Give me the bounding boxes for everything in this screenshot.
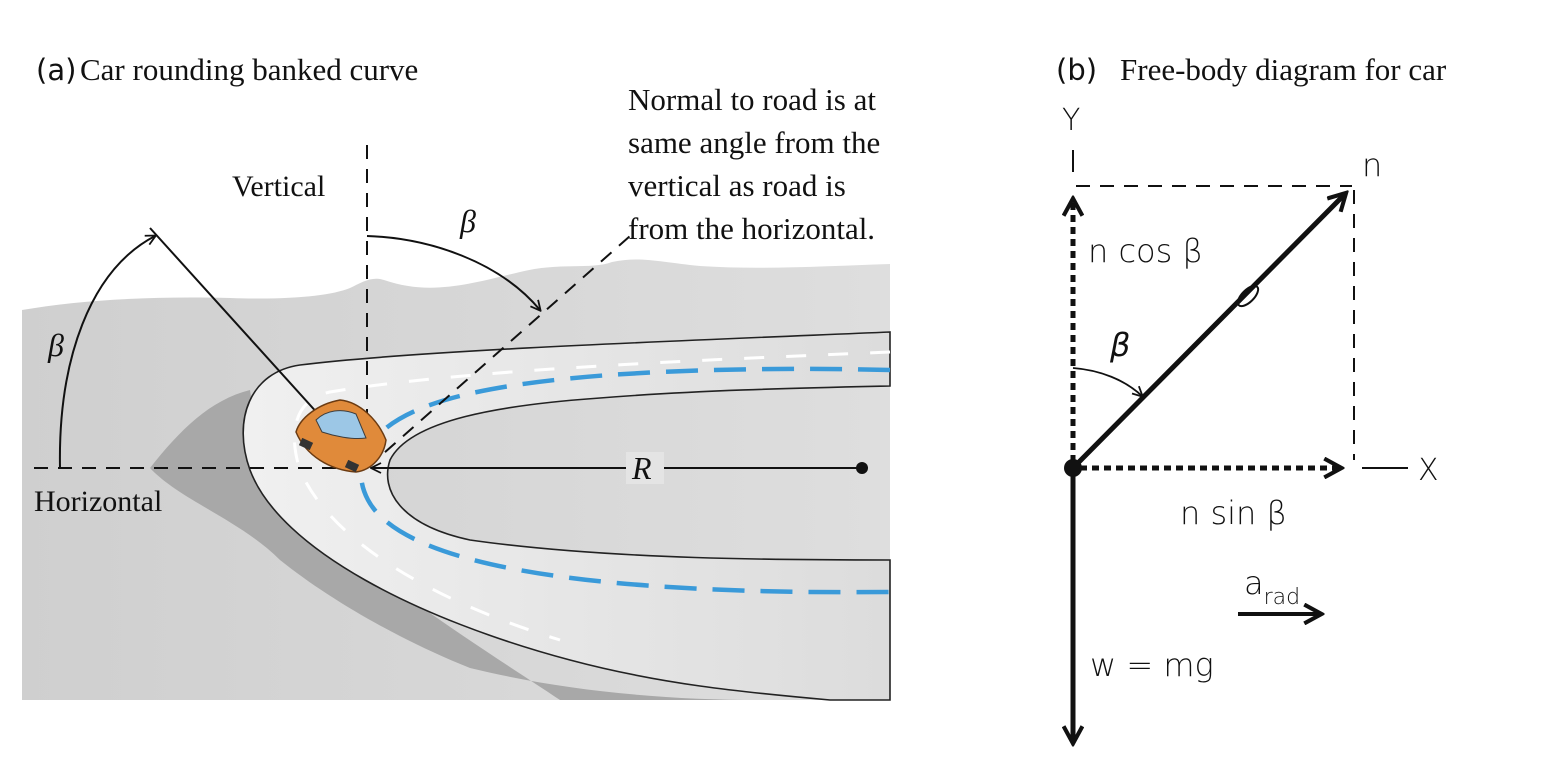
x-axis-label: X [1418,453,1439,488]
beta-arc-fbd [1072,367,1142,396]
accel-subscript: rad [1264,585,1301,610]
accel-symbol: a [1244,564,1264,602]
lane-markings [293,350,891,642]
road-shadow [150,390,760,700]
horizontal-label: Horizontal [34,485,162,518]
banked-road [242,331,891,701]
note-line-3: vertical as road is [628,168,846,203]
origin-dot [1064,459,1082,477]
normal-force-label: n [1362,146,1382,184]
note-line-4: from the horizontal. [628,211,875,246]
beta-arc-left [58,236,155,469]
accel-label: arad [1244,564,1300,610]
normal-force-arrow [1071,194,1345,470]
note-line-2: same angle from the [628,125,880,160]
beta-label-fbd: β [1109,326,1130,364]
y-axis-label: Y [1062,103,1080,138]
curve-center-dot [856,462,868,474]
vector-tick-mark [1236,284,1260,308]
note-line-1: Normal to road is at [628,82,876,117]
n-cos-label: n cos β [1088,232,1203,270]
weight-label: w = mg [1090,646,1214,684]
beta-arc-right [366,235,540,310]
panel-b-tag: (b) [1056,53,1097,87]
n-sin-label: n sin β [1180,494,1287,532]
beta-label-right: β [459,203,476,239]
panel-b: (b) Free-body diagram for car Y X n cos … [1056,52,1447,742]
car [295,399,387,473]
beta-label-left: β [47,327,64,363]
normal-direction-line [366,235,631,469]
panel-a: (a) Car rounding banked curve Vertical H… [22,52,891,701]
radius-label: R [631,450,652,486]
panel-b-title: Free-body diagram for car [1120,52,1447,87]
panel-a-tag: (a) [36,53,76,87]
panel-a-title: Car rounding banked curve [80,52,418,87]
vertical-label: Vertical [232,170,325,203]
